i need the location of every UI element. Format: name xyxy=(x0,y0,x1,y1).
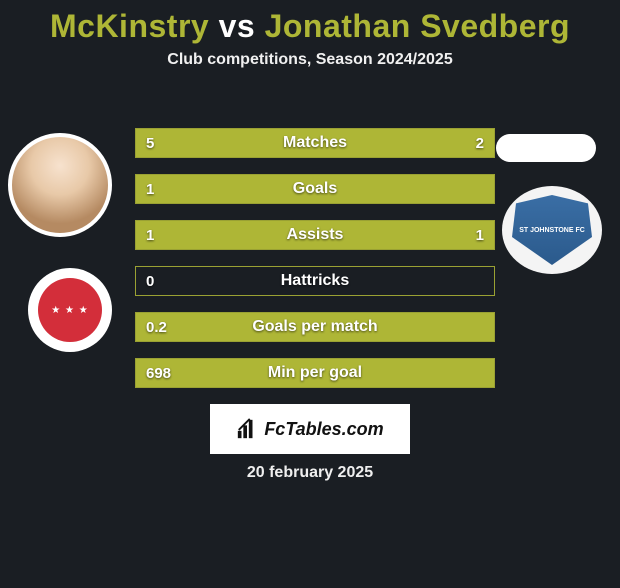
stat-label: Goals xyxy=(136,175,494,203)
bars-icon xyxy=(236,418,258,440)
stat-row: 11Assists xyxy=(135,220,495,250)
stat-label: Min per goal xyxy=(136,359,494,387)
brand-text: FcTables.com xyxy=(264,419,383,440)
stat-label: Hattricks xyxy=(136,267,494,295)
player1-avatar xyxy=(8,133,112,237)
comparison-title: McKinstry vs Jonathan Svedberg xyxy=(0,8,620,45)
stat-row: 0Hattricks xyxy=(135,266,495,296)
stat-row: 0.2Goals per match xyxy=(135,312,495,342)
vs-separator: vs xyxy=(219,8,256,44)
stat-label: Goals per match xyxy=(136,313,494,341)
stat-label: Assists xyxy=(136,221,494,249)
stat-row: 1Goals xyxy=(135,174,495,204)
brand-box: FcTables.com xyxy=(210,404,410,454)
player2-name: Jonathan Svedberg xyxy=(265,8,570,44)
comparison-chart: 52Matches 1Goals 11Assists 0Hattricks 0.2Goa… xyxy=(135,128,495,404)
date-line: 20 february 2025 xyxy=(0,464,620,482)
player2-flag xyxy=(496,134,596,162)
player1-club-badge xyxy=(28,268,112,352)
player2-club-badge: ST JOHNSTONE FC xyxy=(502,186,602,274)
stat-row: 698Min per goal xyxy=(135,358,495,388)
subtitle: Club competitions, Season 2024/2025 xyxy=(0,51,620,69)
player1-name: McKinstry xyxy=(50,8,209,44)
stat-row: 52Matches xyxy=(135,128,495,158)
stat-label: Matches xyxy=(136,129,494,157)
club-crest-red-icon xyxy=(38,278,102,342)
club-crest-blue-icon: ST JOHNSTONE FC xyxy=(512,195,592,265)
